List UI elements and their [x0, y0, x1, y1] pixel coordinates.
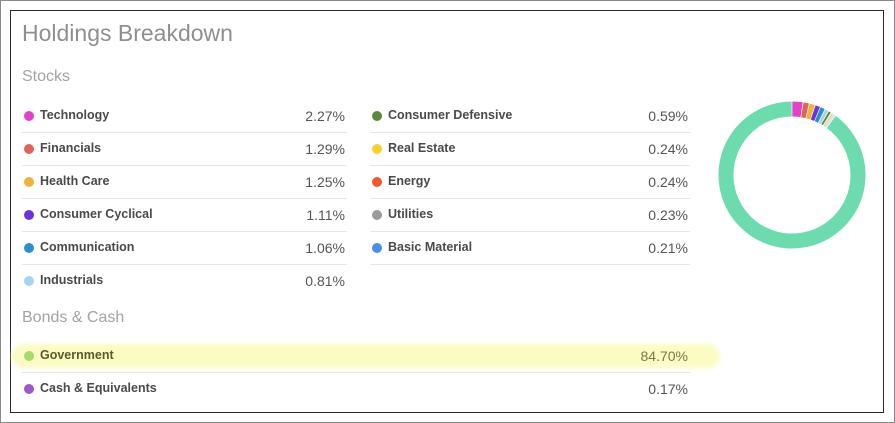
- holding-label: Real Estate: [388, 141, 456, 155]
- legend-dot: [372, 177, 382, 187]
- legend-dot: [24, 144, 34, 154]
- holding-row-communication: Communication 1.06%: [22, 232, 347, 265]
- holding-row-real-estate: Real Estate 0.24%: [370, 133, 690, 166]
- stocks-heading: Stocks: [22, 68, 71, 85]
- legend-dot: [24, 384, 34, 394]
- holding-label: Consumer Cyclical: [40, 207, 153, 221]
- donut-slice-consumer-cyclical[interactable]: [810, 105, 820, 121]
- allocation-donut-chart[interactable]: [716, 99, 868, 251]
- legend-dot: [24, 111, 34, 121]
- holding-value: 0.24%: [648, 174, 688, 190]
- holding-value: 84.70%: [640, 348, 688, 364]
- legend-dot: [372, 111, 382, 121]
- holding-value: 0.81%: [305, 273, 345, 289]
- holding-row-consumer-defensive: Consumer Defensive 0.59%: [370, 100, 690, 133]
- holding-value: 0.23%: [648, 207, 688, 223]
- holding-row-financials: Financials 1.29%: [22, 133, 347, 166]
- holding-label: Utilities: [388, 207, 434, 221]
- holding-value: 0.59%: [648, 108, 688, 124]
- holding-row-utilities: Utilities 0.23%: [370, 199, 690, 232]
- legend-dot: [24, 351, 34, 361]
- highlight-mark: [12, 344, 720, 368]
- donut-slice-health-care[interactable]: [806, 103, 815, 120]
- holding-label: Government: [40, 348, 114, 362]
- holding-row-consumer-cyclical: Consumer Cyclical 1.11%: [22, 199, 347, 232]
- holding-label: Communication: [40, 240, 135, 254]
- holding-value: 1.25%: [305, 174, 345, 190]
- legend-dot: [372, 210, 382, 220]
- legend-dot: [372, 144, 382, 154]
- holding-label: Basic Material: [388, 240, 473, 254]
- donut-segments: [718, 101, 866, 249]
- holding-row-basic-material: Basic Material 0.21%: [370, 232, 690, 265]
- holding-row-cash-equivalents: Cash & Equivalents 0.17%: [22, 373, 690, 406]
- holding-row-technology: Technology 2.27%: [22, 100, 347, 133]
- holding-value: 0.21%: [648, 240, 688, 256]
- holding-value: 1.11%: [306, 207, 345, 223]
- legend-dot: [24, 210, 34, 220]
- donut-slice-financials[interactable]: [801, 102, 809, 119]
- donut-slice-industrials[interactable]: [818, 109, 829, 125]
- holding-row-energy: Energy 0.24%: [370, 166, 690, 199]
- legend-dot: [372, 243, 382, 253]
- holding-row-industrials: Industrials 0.81%: [22, 265, 347, 298]
- holding-row-health-care: Health Care 1.25%: [22, 166, 347, 199]
- holding-label: Financials: [40, 141, 102, 155]
- donut-slice-consumer-defensive[interactable]: [821, 111, 831, 126]
- holding-value: 0.17%: [648, 381, 688, 397]
- holding-value: 1.29%: [305, 141, 345, 157]
- holdings-panel: [10, 10, 884, 413]
- legend-dot: [24, 243, 34, 253]
- holding-label: Technology: [40, 108, 110, 122]
- holding-label: Energy: [388, 174, 431, 188]
- holding-value: 1.06%: [305, 240, 345, 256]
- holding-row-government: Government 84.70%: [22, 340, 690, 373]
- holding-label: Industrials: [40, 273, 104, 287]
- panel-title: Holdings Breakdown: [22, 20, 233, 46]
- legend-dot: [24, 276, 34, 286]
- legend-dot: [24, 177, 34, 187]
- donut-slice-government[interactable]: [718, 101, 866, 249]
- holding-value: 2.27%: [305, 108, 345, 124]
- donut-slice-technology[interactable]: [792, 101, 803, 118]
- bonds-cash-heading: Bonds & Cash: [22, 309, 125, 326]
- holding-label: Consumer Defensive: [388, 108, 513, 122]
- donut-slice-communication[interactable]: [814, 107, 825, 123]
- holding-label: Cash & Equivalents: [40, 381, 157, 395]
- holding-value: 0.24%: [648, 141, 688, 157]
- holding-label: Health Care: [40, 174, 110, 188]
